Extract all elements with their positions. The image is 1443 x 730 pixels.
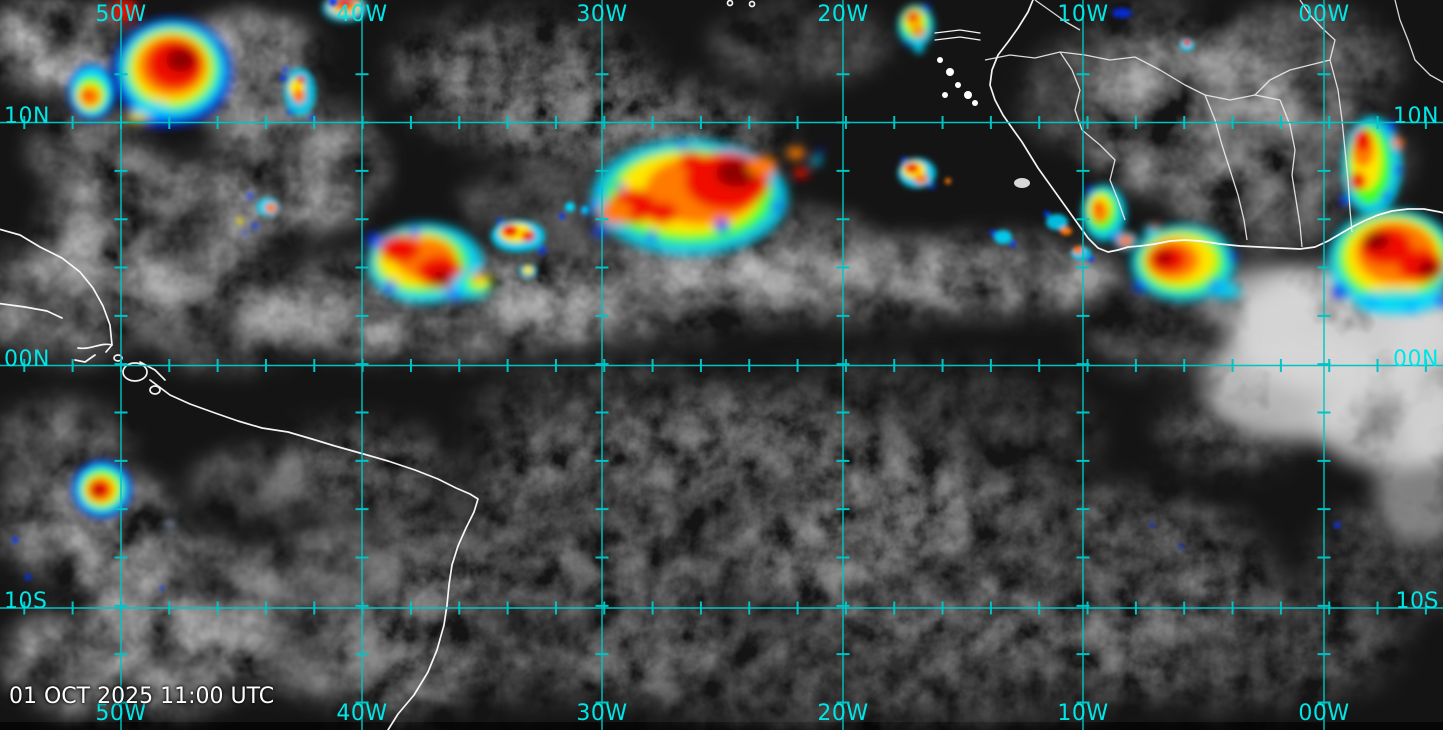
storm-cell — [68, 64, 116, 120]
storm-cell — [1082, 185, 1138, 250]
coastal-island-specks — [937, 57, 1030, 188]
storm-cell — [990, 211, 1094, 262]
storm-cell — [491, 218, 546, 278]
image-bottom-edge — [0, 722, 1443, 730]
storm-cell-northwest — [112, 0, 232, 127]
storm-cell — [1340, 116, 1404, 216]
storm-cell — [898, 157, 936, 189]
storm-cell-itcz-west — [367, 223, 492, 303]
country-borders — [984, 0, 1443, 248]
storm-cell-senegal — [898, 4, 934, 53]
storm-cell-southwest — [72, 460, 175, 528]
storm-cell-itcz-central — [586, 139, 823, 255]
storm-cell-southeast-corner — [1328, 209, 1443, 314]
scattered-cold-specks — [12, 0, 1340, 590]
storm-cell — [237, 193, 279, 235]
storm-cell — [1112, 8, 1194, 51]
timestamp-label: 01 OCT 2025 11:00 UTC — [9, 684, 275, 709]
storm-cell — [283, 67, 316, 121]
convective-storm-cells — [12, 0, 1443, 590]
storm-cell — [323, 0, 367, 21]
coastline-south-america — [0, 228, 113, 353]
